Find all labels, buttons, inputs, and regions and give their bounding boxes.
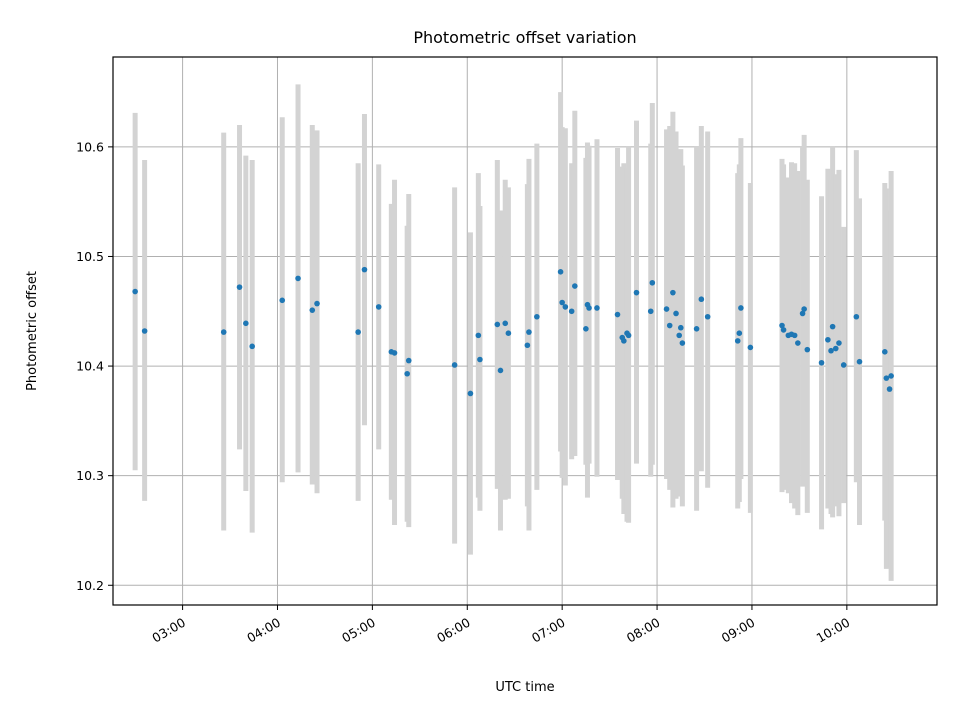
data-point [249, 343, 255, 350]
x-tick-label: 08:00 [624, 615, 663, 646]
data-point [840, 362, 847, 368]
chart-title: Photometric offset variation [413, 28, 636, 47]
data-point [405, 357, 412, 364]
data-point [586, 305, 592, 311]
y-axis-label: Photometric offset [25, 271, 40, 391]
data-point [791, 332, 798, 339]
x-tick-label: 03:00 [149, 615, 188, 646]
data-point [279, 297, 286, 304]
y-tick-label: 10.5 [76, 249, 104, 264]
data-point [220, 329, 227, 335]
data-point [467, 390, 474, 397]
data-point [856, 358, 863, 365]
data-point [828, 347, 834, 354]
data-point [562, 304, 569, 310]
data-point [666, 322, 673, 329]
data-point [361, 266, 368, 273]
data-point [502, 320, 509, 327]
data-point [779, 322, 785, 329]
data-point [799, 310, 806, 317]
data-point [734, 338, 741, 344]
data-point [825, 336, 831, 343]
x-tick-label: 06:00 [434, 615, 473, 646]
data-point [614, 311, 621, 318]
data-point [132, 288, 138, 295]
data-point [679, 340, 686, 346]
data-point [882, 349, 888, 355]
data-point [676, 332, 683, 339]
data-point [836, 340, 842, 346]
data-points [132, 266, 894, 397]
data-point [670, 289, 676, 296]
x-tick-label: 07:00 [529, 615, 568, 646]
data-point [747, 344, 754, 351]
data-point [780, 327, 787, 333]
y-tick-label: 10.2 [76, 578, 104, 593]
data-point [594, 305, 600, 311]
error-bars [132, 84, 894, 581]
data-point [243, 320, 249, 327]
data-point [141, 328, 148, 334]
data-point [404, 370, 410, 377]
data-point [704, 313, 711, 320]
data-point [693, 326, 700, 332]
x-tick-label: 10:00 [814, 615, 853, 646]
data-point [477, 356, 483, 363]
y-tick-label: 10.4 [76, 359, 104, 374]
data-point [673, 310, 679, 317]
data-point [583, 326, 589, 332]
data-point [314, 300, 320, 307]
data-point [494, 321, 501, 328]
plot-frame [112, 56, 938, 606]
data-point [524, 342, 531, 349]
y-tick-label: 10.3 [76, 468, 104, 483]
y-tick-label: 10.6 [76, 139, 104, 154]
data-point [391, 350, 398, 356]
data-point [649, 279, 656, 286]
data-point [804, 346, 811, 353]
data-point [534, 313, 540, 320]
data-point [295, 275, 301, 282]
data-point [647, 308, 654, 315]
data-point [568, 308, 575, 315]
data-point [236, 284, 243, 290]
data-point [698, 296, 705, 303]
data-point [625, 332, 632, 339]
data-point [886, 386, 893, 392]
data-point [451, 362, 458, 368]
data-point [832, 345, 839, 352]
data-point [801, 306, 807, 312]
data-point [505, 330, 512, 336]
x-tick-label: 05:00 [339, 615, 378, 646]
x-tick-label: 04:00 [244, 615, 283, 646]
data-point [475, 332, 482, 339]
data-point [829, 323, 836, 330]
data-point [572, 283, 578, 289]
data-point [663, 306, 670, 312]
data-point [633, 289, 640, 296]
data-point [557, 269, 564, 275]
data-point [888, 373, 894, 379]
data-point [355, 329, 361, 335]
data-point [497, 367, 504, 374]
data-point [621, 338, 627, 344]
x-axis-label: UTC time [495, 680, 554, 695]
x-tick-label: 09:00 [719, 615, 758, 646]
data-point [375, 304, 382, 310]
data-point [853, 313, 860, 320]
data-point [559, 299, 565, 306]
data-point [309, 307, 316, 313]
data-point [795, 340, 801, 346]
data-point [883, 375, 890, 381]
data-point [738, 305, 744, 311]
data-point [677, 324, 684, 331]
data-point [736, 330, 743, 336]
data-point [818, 359, 825, 366]
data-point [526, 329, 532, 335]
